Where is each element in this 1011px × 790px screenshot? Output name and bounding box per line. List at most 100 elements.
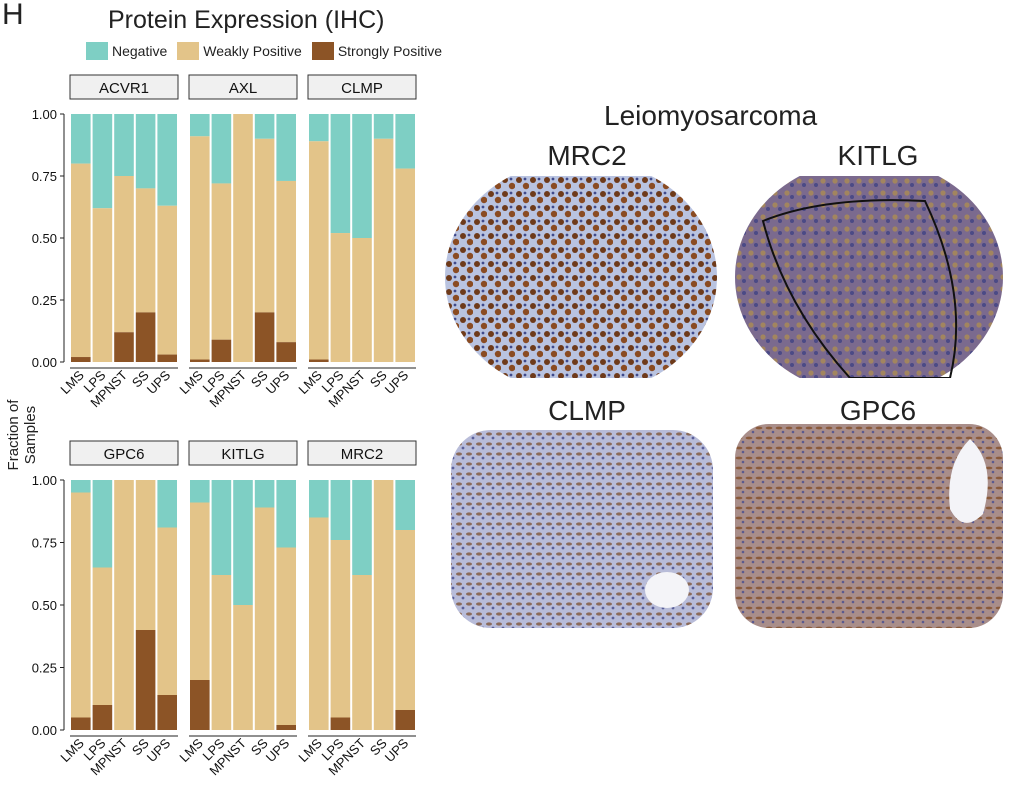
bar-negative-mrc2-lms (309, 480, 329, 518)
bar-weak-kitlg-lps (211, 575, 232, 730)
tissue-title: Leiomyosarcoma (604, 100, 818, 131)
bar-weak-mrc2-ups (395, 530, 415, 710)
bar-strong-axl-lps (211, 339, 232, 362)
y-tick-label: 1.00 (32, 107, 57, 122)
y-tick-label: 0.25 (32, 661, 57, 676)
bar-weak-clmp-ups (395, 168, 415, 362)
bar-strong-acvr1-ss (135, 312, 156, 362)
bar-negative-kitlg-ups (276, 480, 296, 548)
bar-negative-gpc6-lps (92, 480, 113, 568)
image-label-kitlg: KITLG (837, 140, 919, 171)
bar-negative-acvr1-ss (135, 114, 156, 189)
bar-strong-kitlg-lms (190, 680, 210, 730)
bar-negative-acvr1-lps (92, 114, 113, 209)
bar-weak-axl-lps (211, 183, 232, 340)
image-label-clmp: CLMP (548, 395, 626, 426)
bar-negative-axl-lms (190, 114, 210, 137)
bar-negative-mrc2-lps (330, 480, 351, 540)
tissue-image-clmp (445, 430, 717, 628)
x-tick-label: UPS (144, 735, 174, 765)
x-tick-label: UPS (263, 367, 293, 397)
facet-header-mrc2 (307, 440, 417, 466)
bar-weak-axl-ss (254, 138, 275, 313)
facet-header-kitlg (188, 440, 298, 466)
bar-negative-gpc6-lms (71, 480, 91, 493)
image-label-gpc6: GPC6 (839, 395, 917, 426)
bar-negative-clmp-ups (395, 114, 415, 169)
bar-negative-kitlg-mpnst (233, 480, 253, 605)
legend-label-weak: Weakly Positive (203, 43, 302, 59)
panel-letter: H (2, 0, 24, 31)
facet-header-acvr1 (69, 74, 179, 100)
y-tick-label: 0.75 (32, 536, 57, 551)
x-tick-label: UPS (382, 367, 412, 397)
bar-weak-kitlg-lms (190, 502, 210, 680)
facet-title-gpc6: GPC6 (104, 446, 145, 463)
legend-item-strong: Strongly Positive (311, 42, 443, 60)
legend-label-strong: Strongly Positive (337, 43, 443, 59)
legend-label-negative: Negative (112, 43, 168, 59)
bar-strong-kitlg-ups (276, 725, 296, 730)
bar-weak-axl-ups (276, 180, 296, 343)
bar-weak-acvr1-ups (157, 205, 177, 355)
bar-weak-acvr1-lms (71, 163, 91, 358)
bar-weak-axl-lms (190, 136, 210, 360)
legend-item-negative: Negative (86, 42, 167, 60)
y-tick-label: 0.75 (32, 169, 57, 184)
legend-swatch-weak (177, 42, 200, 60)
bar-negative-kitlg-ss (254, 480, 275, 508)
bar-strong-acvr1-mpnst (114, 332, 134, 362)
bar-strong-axl-lms (190, 359, 210, 362)
bar-weak-clmp-lms (309, 141, 329, 360)
bar-negative-mrc2-mpnst (352, 480, 372, 575)
y-tick-label: 0.50 (32, 598, 57, 613)
y-tick-label: 0.25 (32, 293, 57, 308)
x-tick-label: UPS (382, 735, 412, 765)
facet-header-gpc6 (69, 440, 179, 466)
bar-weak-axl-mpnst (233, 114, 253, 362)
tissue-image-mrc2 (445, 176, 717, 378)
tissue-image-gpc6 (735, 424, 1003, 628)
bar-negative-clmp-mpnst (352, 114, 372, 238)
facet-header-clmp (307, 74, 417, 100)
bar-strong-clmp-lms (309, 359, 329, 362)
bar-weak-acvr1-mpnst (114, 176, 134, 333)
bar-weak-gpc6-lms (71, 492, 91, 718)
bar-negative-acvr1-mpnst (114, 114, 134, 176)
x-tick-label: UPS (144, 367, 174, 397)
bar-negative-acvr1-ups (157, 114, 177, 206)
bar-strong-gpc6-lms (71, 717, 91, 730)
bar-negative-axl-lps (211, 114, 232, 184)
bar-strong-mrc2-lps (330, 717, 351, 730)
chart-title: Protein Expression (IHC) (108, 6, 385, 34)
facet-title-mrc2: MRC2 (341, 446, 384, 463)
y-tick-label: 0.00 (32, 355, 57, 370)
bar-weak-gpc6-ups (157, 527, 177, 695)
bar-weak-mrc2-mpnst (352, 575, 372, 730)
bar-strong-acvr1-ups (157, 354, 177, 362)
bar-weak-mrc2-lps (330, 540, 351, 718)
x-tick-label: UPS (263, 735, 293, 765)
bar-strong-mrc2-ups (395, 710, 415, 730)
bar-strong-axl-ups (276, 342, 296, 362)
facet-header-axl (188, 74, 298, 100)
bar-negative-axl-ups (276, 114, 296, 181)
bar-weak-gpc6-ss (135, 480, 156, 630)
bar-weak-clmp-lps (330, 233, 351, 362)
y-tick-label: 0.50 (32, 231, 57, 246)
bar-weak-mrc2-lms (309, 517, 329, 730)
bar-strong-acvr1-lms (71, 357, 91, 362)
bar-weak-acvr1-ss (135, 188, 156, 313)
bar-negative-clmp-ss (373, 114, 394, 139)
bar-strong-gpc6-lps (92, 705, 113, 730)
bar-weak-kitlg-ss (254, 507, 275, 730)
bar-weak-acvr1-lps (92, 208, 113, 362)
bar-negative-kitlg-lps (211, 480, 232, 575)
bar-negative-axl-ss (254, 114, 275, 139)
tissue-image-kitlg (735, 176, 1003, 378)
bar-negative-gpc6-ups (157, 480, 177, 528)
bar-negative-acvr1-lms (71, 114, 91, 164)
legend: Negative Weakly Positive Strongly Positi… (86, 42, 442, 60)
facet-title-acvr1: ACVR1 (99, 80, 149, 97)
